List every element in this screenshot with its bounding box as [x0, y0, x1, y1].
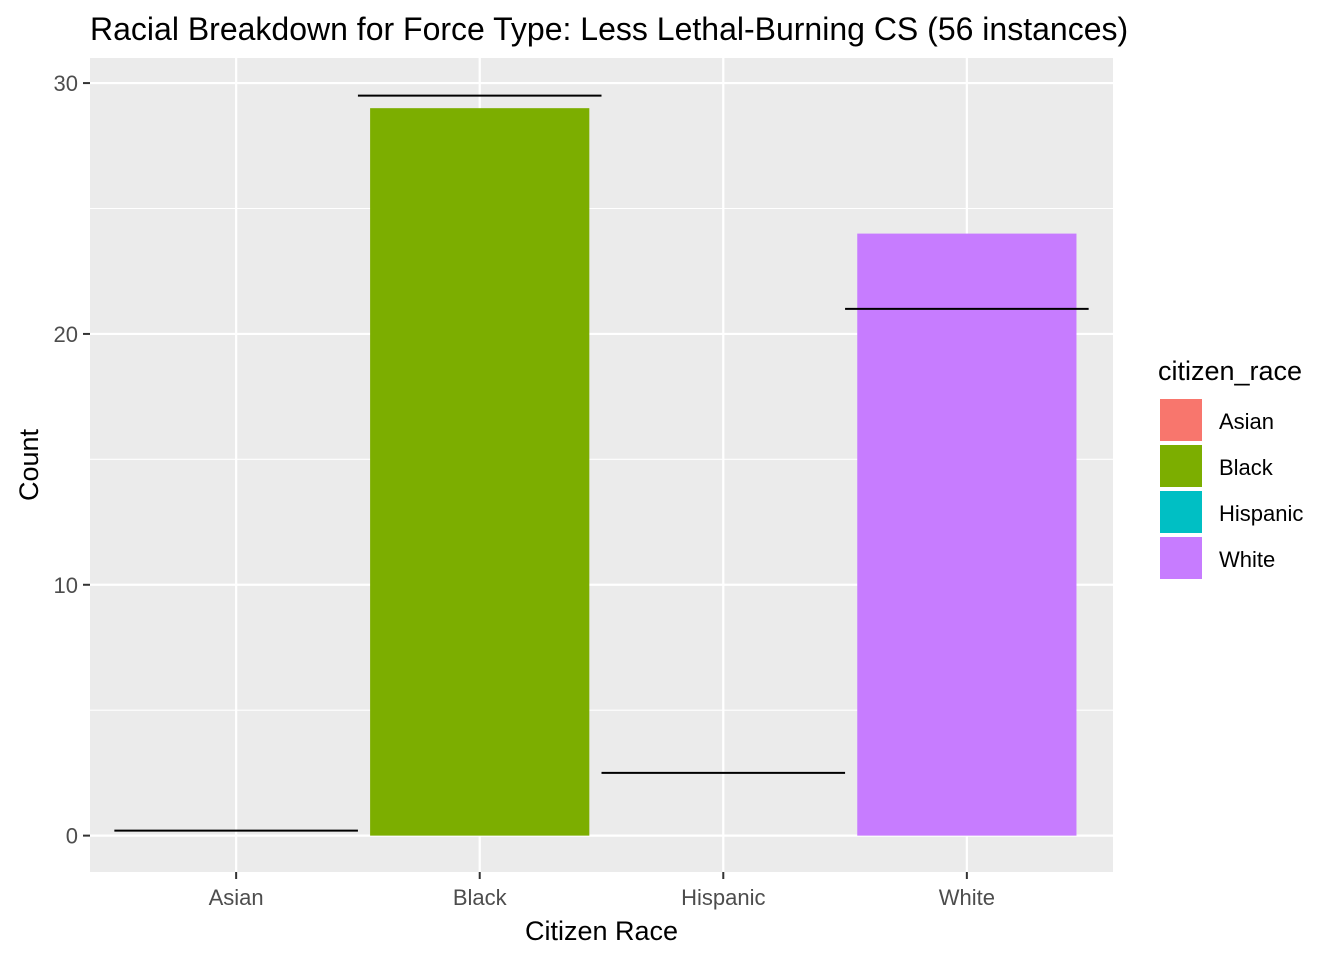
legend-swatch-hispanic — [1160, 491, 1202, 533]
legend-swatch-white — [1160, 537, 1202, 579]
legend-title: citizen_race — [1158, 356, 1302, 386]
x-tick-label: Black — [453, 885, 508, 910]
y-tick-label: 20 — [54, 322, 78, 347]
y-axis-title: Count — [14, 428, 44, 501]
y-tick-label: 0 — [66, 824, 78, 849]
x-axis-title: Citizen Race — [525, 916, 678, 946]
x-tick-label: Hispanic — [681, 885, 765, 910]
legend-label-black: Black — [1219, 455, 1274, 480]
legend-label-hispanic: Hispanic — [1219, 501, 1303, 526]
reference-lines — [114, 94, 1089, 832]
y-tick-label: 30 — [54, 71, 78, 96]
legend-swatch-asian — [1160, 399, 1202, 441]
bar-white — [857, 233, 1077, 836]
x-tick-label: Asian — [209, 885, 264, 910]
legend-label-white: White — [1219, 547, 1275, 572]
chart-title: Racial Breakdown for Force Type: Less Le… — [90, 11, 1128, 47]
legend: citizen_race Asian Black Hispanic White — [1158, 356, 1303, 579]
legend-swatch-black — [1160, 445, 1202, 487]
x-axis: Asian Black Hispanic White — [209, 872, 995, 910]
y-tick-label: 10 — [54, 573, 78, 598]
bar-black — [370, 108, 590, 836]
bars — [370, 108, 1077, 836]
legend-items: Asian Black Hispanic White — [1160, 399, 1303, 579]
x-tick-label: White — [939, 885, 995, 910]
y-axis: 0 10 20 30 — [54, 71, 90, 849]
legend-label-asian: Asian — [1219, 409, 1274, 434]
